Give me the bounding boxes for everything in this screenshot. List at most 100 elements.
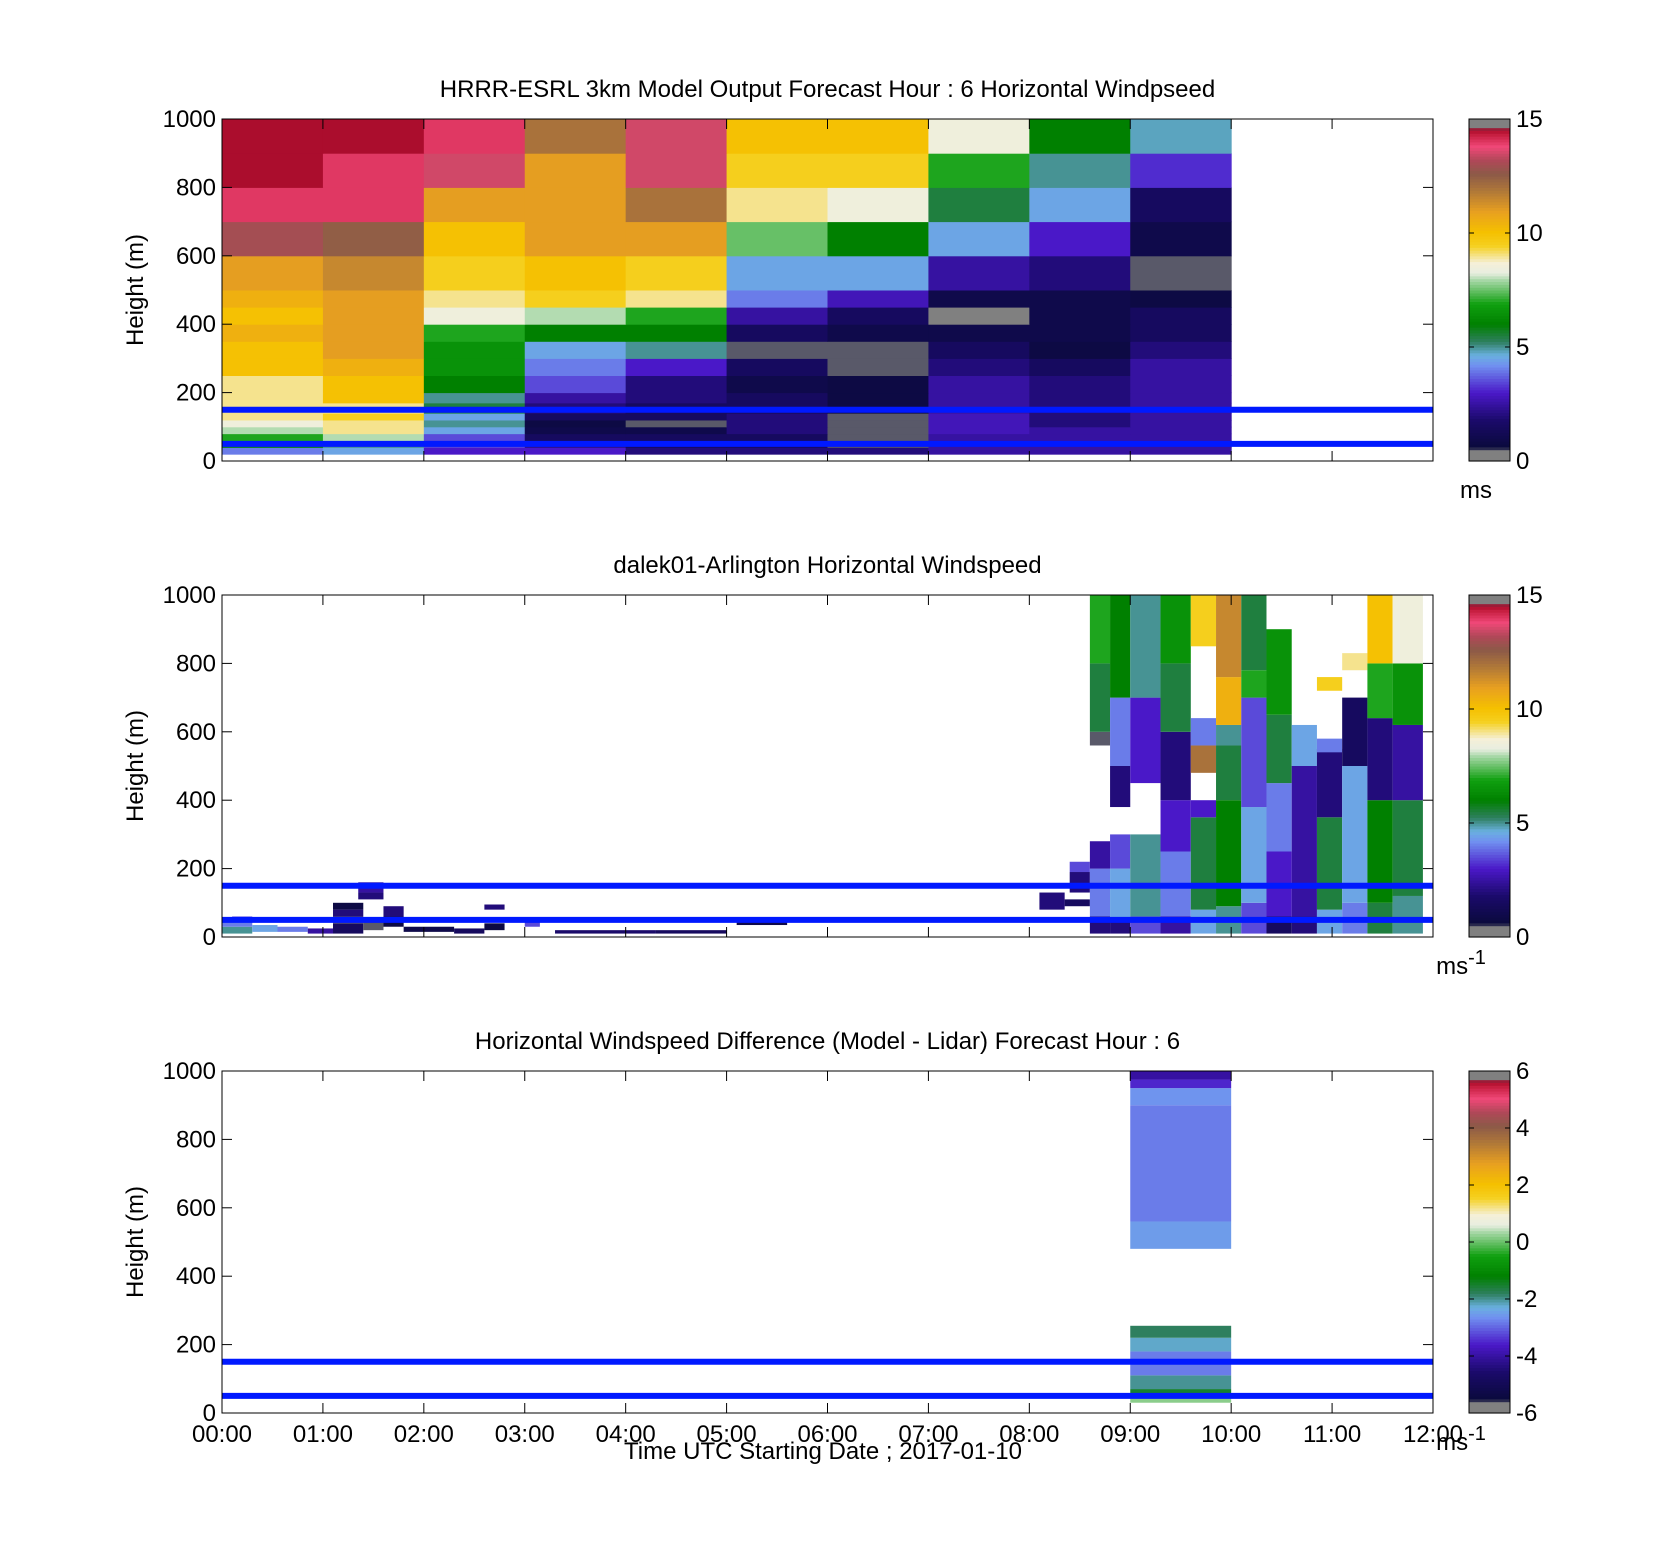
heatmap-cell [222,413,324,421]
colorbar-segment [1469,1316,1510,1320]
colorbar-segment [1469,897,1510,901]
y-axis-label: Height (m) [122,234,149,346]
heatmap-cell [222,324,324,342]
heatmap-cell [1130,119,1232,154]
heatmap-cell [1190,718,1217,746]
heatmap-cell [726,119,828,154]
heatmap-cell [423,221,526,257]
heatmap-cell [423,433,526,441]
heatmap-cell [1130,375,1232,394]
heatmap-cell [1130,419,1232,428]
heatmap-cell [726,447,828,455]
heatmap-cell [1190,745,1217,773]
heatmap-cell [827,153,929,188]
colorbar-segment [1469,717,1510,721]
heatmap-cell [1291,766,1317,852]
heatmap-cell [363,919,384,931]
heatmap-cell [1089,868,1111,917]
colorbar-segment [1469,412,1510,416]
colorbar-segment [1469,144,1510,149]
heatmap-cell [252,925,278,932]
colorbar-segment [1469,728,1510,733]
colorbar-segment [1469,871,1510,875]
colorbar-segment [1469,922,1510,927]
colorbar-segment [1469,689,1510,693]
heatmap-cell [222,926,253,934]
colorbar-segment [1469,868,1510,873]
heatmap-cell [1029,392,1131,404]
colorbar-segment [1469,281,1510,285]
heatmap-cell [928,255,1030,291]
heatmap-cell [524,324,627,342]
heatmap-cell [1190,817,1217,910]
colorbar-segment [1469,1199,1510,1203]
colorbar-segment [1469,814,1510,818]
colorbar: 0 5 10 15 ms-1 [1436,582,1543,980]
heatmap-cell [1160,663,1191,732]
colorbar-segment [1469,1113,1510,1118]
colorbar-segment [1469,763,1510,767]
colorbar-tick-label: -4 [1516,1343,1537,1370]
colorbar-segment [1469,891,1510,895]
colorbar-tick-label: 0 [1516,1229,1529,1256]
heatmap-cell [322,119,425,154]
colorbar-segment [1469,746,1510,750]
colorbar-segment [1469,130,1510,134]
heatmap-cell [484,923,505,931]
colorbar-segment [1469,1128,1510,1132]
heatmap-cell [524,221,627,257]
colorbar-segment [1469,825,1510,830]
colorbar-segment [1469,1321,1510,1326]
colorbar-segment [1469,862,1510,867]
heatmap-cell [1190,595,1217,647]
colorbar-segment [1469,1096,1510,1101]
colorbar-segment [1469,341,1510,345]
heatmap-cell [928,341,1030,359]
colorbar-segment [1469,1210,1510,1215]
heatmap-cell [625,324,728,342]
heatmap-cell [322,221,425,257]
heatmap-cell [1190,800,1217,818]
heatmap-cell [928,221,1030,257]
colorbar-segment [1469,1185,1510,1189]
heatmap-cell [928,119,1030,154]
colorbar-segment [1469,691,1510,696]
heatmap-cell [1216,724,1242,746]
colorbar-segment [1469,364,1510,368]
heatmap-cell [1029,375,1131,394]
colorbar-segment [1469,1224,1510,1229]
colorbar-segment [1469,1293,1510,1297]
colorbar-segment [1469,666,1510,670]
heatmap-cell [1160,595,1191,664]
colorbar-segment [1469,1156,1510,1160]
heatmap-cell [222,419,324,428]
y-tick-label: 600 [176,243,216,270]
heatmap-cell [1367,663,1393,719]
heatmap-cell [524,419,627,428]
colorbar-segment [1469,121,1510,126]
heatmap-cell [484,904,505,910]
colorbar-segment [1469,1222,1510,1226]
colorbar-segment [1469,156,1510,160]
heatmap-cell [1241,595,1267,671]
heatmap-cell [1130,324,1232,342]
heatmap-cell [928,324,1030,342]
colorbar-segment [1469,1139,1510,1143]
colorbar-segment [1469,1358,1510,1363]
colorbar-segment [1469,1093,1510,1098]
colorbar-tick-label: 10 [1516,696,1543,723]
colorbar-segment [1469,885,1510,890]
heatmap-cells [222,119,1232,455]
colorbar-segment [1469,455,1510,459]
colorbar-segment [1469,252,1510,257]
colorbar-segment [1469,173,1510,177]
colorbar-segment [1469,127,1510,131]
heatmap-cell [1130,341,1232,359]
heatmap-cell [726,375,828,394]
heatmap-cell [423,324,526,342]
colorbar-tick-label: 5 [1516,334,1529,361]
colorbar-segment [1469,284,1510,288]
colorbar-segment [1469,860,1510,864]
colorbar-segment [1469,837,1510,841]
colorbar-segment [1469,161,1510,166]
